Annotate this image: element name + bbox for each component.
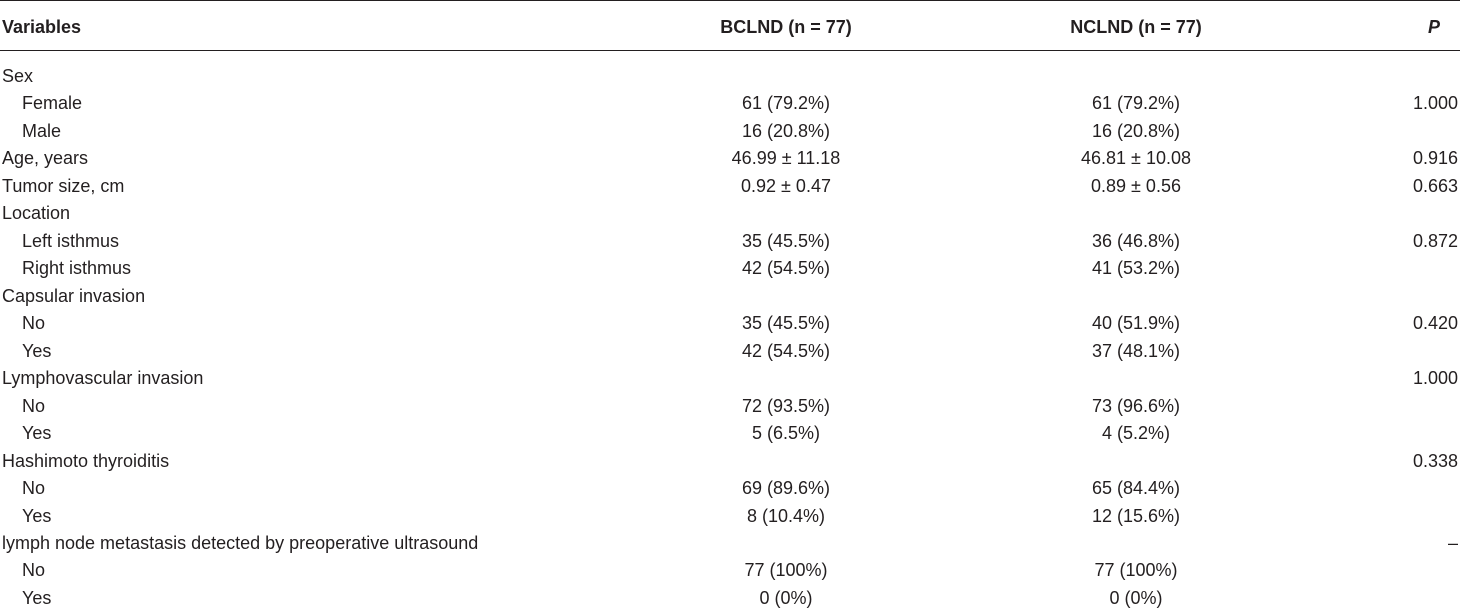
column-header: NCLND (n = 77): [1070, 17, 1202, 37]
row-label: No: [22, 313, 46, 334]
table-cell: 4 (5.2%): [1101, 423, 1171, 444]
top-rule: [0, 0, 1460, 1]
table-cell: 16 (20.8%): [1091, 120, 1181, 141]
table-cell: 61 (79.2%): [1091, 93, 1181, 114]
table-cell: 0 (0%): [759, 587, 813, 608]
table-cell: –: [1447, 532, 1458, 553]
row-label: Lymphovascular invasion: [2, 368, 204, 389]
table-cell: 8 (10.4%): [746, 505, 826, 526]
column-header: Variables: [2, 17, 82, 37]
table-cell: 73 (96.6%): [1091, 395, 1181, 416]
table-cell: 5 (6.5%): [751, 423, 821, 444]
table-cell: 61 (79.2%): [741, 93, 831, 114]
table-cell: 0.92 ± 0.47: [741, 175, 831, 196]
table-cell: 1.000: [1412, 368, 1458, 389]
table-cell: 77 (100%): [1094, 560, 1178, 581]
row-label: Yes: [22, 340, 52, 361]
table-cell: 0.338: [1412, 450, 1458, 471]
column-header: P: [1427, 17, 1440, 37]
table-cell: 16 (20.8%): [741, 120, 831, 141]
row-label: Hashimoto thyroiditis: [2, 450, 170, 471]
header-rule: [0, 50, 1460, 51]
row-label: Yes: [22, 587, 52, 608]
row-label: lymph node metastasis detected by preope…: [2, 532, 479, 553]
row-label: Yes: [22, 505, 52, 526]
row-label: Age, years: [2, 148, 89, 169]
row-label: Tumor size, cm: [2, 175, 125, 196]
table-cell: 35 (45.5%): [741, 230, 831, 251]
table-cell: 0.663: [1412, 175, 1458, 196]
table-cell: 0 (0%): [1109, 587, 1163, 608]
table-cell: 69 (89.6%): [741, 478, 831, 499]
table-cell: 42 (54.5%): [741, 340, 831, 361]
row-label: Capsular invasion: [2, 285, 146, 306]
row-label: No: [22, 478, 46, 499]
row-label: No: [22, 560, 46, 581]
table-cell: 12 (15.6%): [1091, 505, 1181, 526]
row-label: Location: [2, 203, 71, 224]
row-label: Sex: [2, 66, 34, 86]
table-cell: 35 (45.5%): [741, 313, 831, 334]
table-cell: 46.99 ± 11.18: [731, 148, 841, 169]
row-label: Female: [22, 93, 83, 114]
table-cell: 0.89 ± 0.56: [1091, 175, 1181, 196]
row-label: Yes: [22, 423, 52, 444]
table-cell: 0.420: [1412, 313, 1458, 334]
table-cell: 46.81 ± 10.08: [1081, 148, 1191, 169]
row-label: Right isthmus: [22, 258, 132, 279]
table-cell: 0.872: [1412, 230, 1458, 251]
table-cell: 0.916: [1412, 148, 1458, 169]
table-cell: 41 (53.2%): [1091, 258, 1181, 279]
table-cell: 36 (46.8%): [1091, 230, 1181, 251]
row-label: No: [22, 395, 46, 416]
table-cell: 65 (84.4%): [1091, 478, 1181, 499]
row-label: Male: [22, 120, 62, 141]
table-cell: 1.000: [1412, 93, 1458, 114]
row-label: Left isthmus: [22, 230, 120, 251]
table-cell: 77 (100%): [744, 560, 828, 581]
column-header: BCLND (n = 77): [720, 17, 852, 37]
table-cell: 40 (51.9%): [1091, 313, 1181, 334]
table-cell: 42 (54.5%): [741, 258, 831, 279]
table-cell: 37 (48.1%): [1091, 340, 1181, 361]
table-cell: 72 (93.5%): [741, 395, 831, 416]
